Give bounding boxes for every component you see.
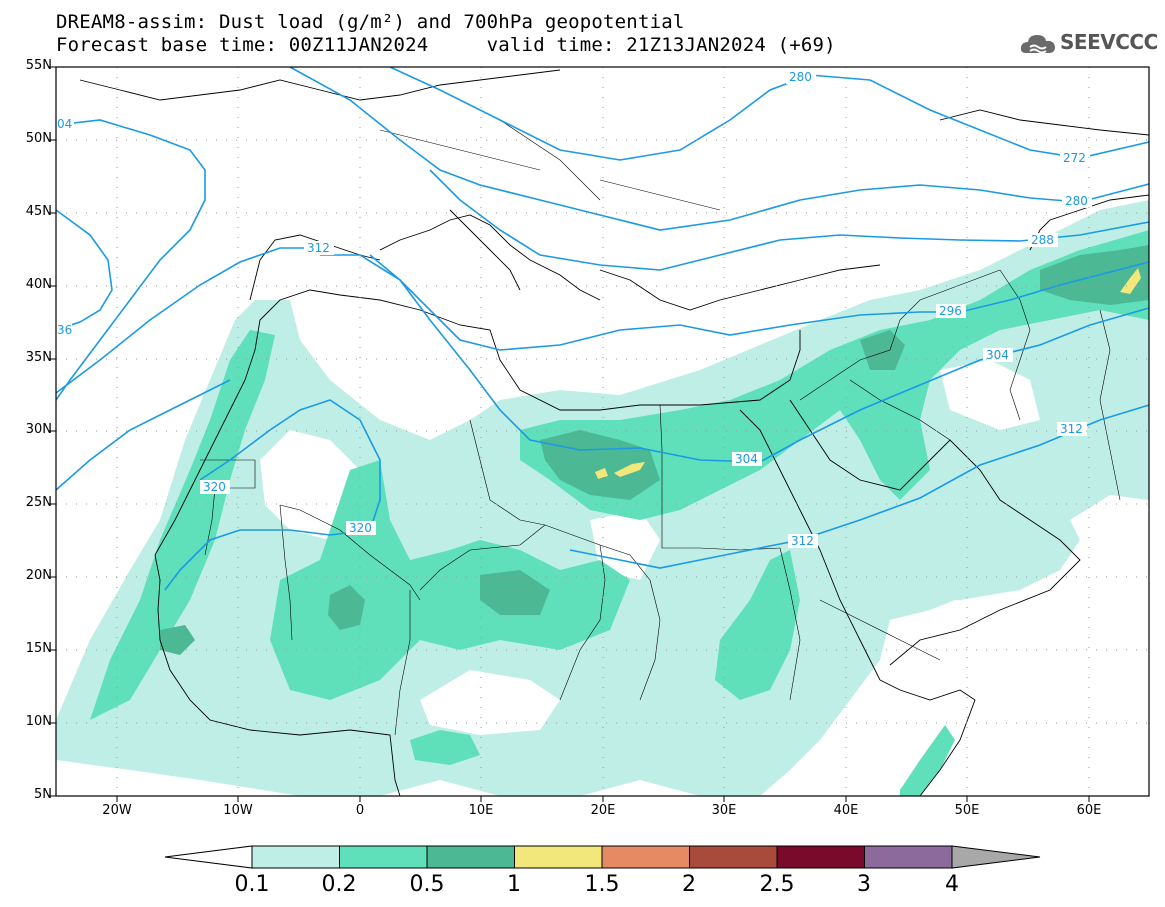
colorbar-bin [601, 845, 690, 869]
contour-312-far-west [56, 379, 231, 491]
graticule [56, 67, 1149, 796]
colorbar [164, 845, 1041, 869]
colorbar-bin [339, 845, 428, 869]
lat-label: 15N [25, 641, 52, 656]
contour-label: 288 [1031, 233, 1054, 247]
contour-label: 320 [203, 480, 226, 494]
logo-text: SEEVCCC [1060, 30, 1158, 54]
map-title: DREAM8-assim: Dust load (g/m²) and 700hP… [56, 11, 685, 33]
colorbar-label: 0.2 [321, 872, 357, 897]
cloud-logo-icon [1020, 35, 1055, 54]
contour-label: 312 [307, 241, 330, 255]
lon-label: 20W [102, 803, 132, 818]
dust-field-0.2-e [410, 730, 480, 765]
dust-field-1-c [1120, 268, 1141, 294]
colorbar-label: 0.1 [234, 872, 270, 897]
contour-320 [164, 399, 381, 591]
colorbar-label: 0.5 [409, 872, 445, 897]
axis-ticks [49, 66, 1090, 802]
contour-label: 280 [789, 70, 812, 84]
contour-296-west [56, 119, 206, 401]
lat-label: 10N [25, 714, 52, 729]
lon-label: 50E [954, 803, 980, 818]
lat-label: 25N [25, 495, 52, 510]
colorbar-bin [776, 845, 865, 869]
dust-field-0.2-d [715, 550, 800, 700]
dust-field-0.2-f [900, 725, 955, 796]
contour-312 [56, 247, 320, 394]
colorbar-label: 2 [682, 872, 696, 897]
country-borders [200, 119, 1121, 736]
colorbar-under-triangle [164, 845, 253, 869]
dust-field-1-b [614, 462, 645, 477]
lat-label: 35N [25, 350, 52, 365]
clear-area-south [420, 670, 560, 735]
geopotential-contours [56, 67, 1149, 591]
lat-label: 45N [25, 204, 52, 219]
dust-field-1 [595, 468, 608, 479]
lat-label: 5N [34, 787, 52, 802]
contour-label: 36 [57, 323, 72, 337]
colorbar-label: 2.5 [759, 872, 795, 897]
coastlines [79, 69, 1149, 796]
lat-label: 30N [25, 422, 52, 437]
clear-area-sahara [260, 430, 360, 540]
dust-field-0.5-c [328, 585, 365, 630]
dust-field-0.2-c [520, 230, 1149, 520]
contour-288-north [289, 67, 1149, 231]
contour-280 [389, 67, 1149, 161]
dust-field-0.5-b [480, 570, 550, 615]
clear-area-arabia [940, 360, 1040, 430]
lon-label: 20E [590, 803, 616, 818]
lat-label: 40N [25, 277, 52, 292]
contour-labels: 280 272 280 288 296 304 312 304 312 320 … [56, 70, 1092, 548]
lat-label: 50N [25, 131, 52, 146]
lon-label: 30E [711, 803, 737, 818]
contour-label: 304 [735, 452, 758, 466]
clear-area-mid [590, 510, 660, 580]
seevccc-logo: SEEVCCC [1018, 26, 1158, 60]
contour-label: 312 [1060, 422, 1083, 436]
colorbar-over-triangle [951, 845, 1041, 869]
dust-field-0.5-f [160, 625, 195, 655]
colorbar-label: 4 [945, 872, 959, 897]
lat-label: 20N [25, 568, 52, 583]
lon-label: 0 [355, 803, 365, 818]
lat-label: 55N [25, 58, 52, 73]
colorbar-bin [426, 845, 515, 869]
colorbar-bin [864, 845, 953, 869]
contour-label: 280 [1065, 194, 1088, 208]
colorbar-bin [251, 845, 340, 869]
lon-label: 10W [223, 803, 253, 818]
contour-312-south [569, 404, 1149, 569]
forecast-time-subtitle: Forecast base time: 00Z11JAN2024 valid t… [56, 34, 836, 56]
dust-field-0.1-b [860, 470, 1080, 600]
contour-label: 304 [986, 348, 1009, 362]
colorbar-label: 3 [857, 872, 871, 897]
dust-field-0.2 [90, 330, 275, 720]
contour-label: 272 [1063, 151, 1086, 165]
lon-label: 40E [833, 803, 859, 818]
colorbar-label: 1 [507, 872, 521, 897]
dust-field-0.5-e [860, 330, 905, 370]
colorbar-label: 1.5 [584, 872, 620, 897]
lon-label: 60E [1076, 803, 1102, 818]
colorbar-bin [689, 845, 778, 869]
dust-field-0.2-b [270, 460, 630, 700]
contour-304-west [56, 209, 113, 331]
colorbar-bin [514, 845, 603, 869]
lon-label: 10E [468, 803, 494, 818]
contour-296 [369, 254, 1149, 351]
contour-label: 04 [57, 117, 72, 131]
contour-288 [429, 169, 1149, 271]
contour-label: 312 [791, 534, 814, 548]
contour-label: 296 [939, 304, 962, 318]
